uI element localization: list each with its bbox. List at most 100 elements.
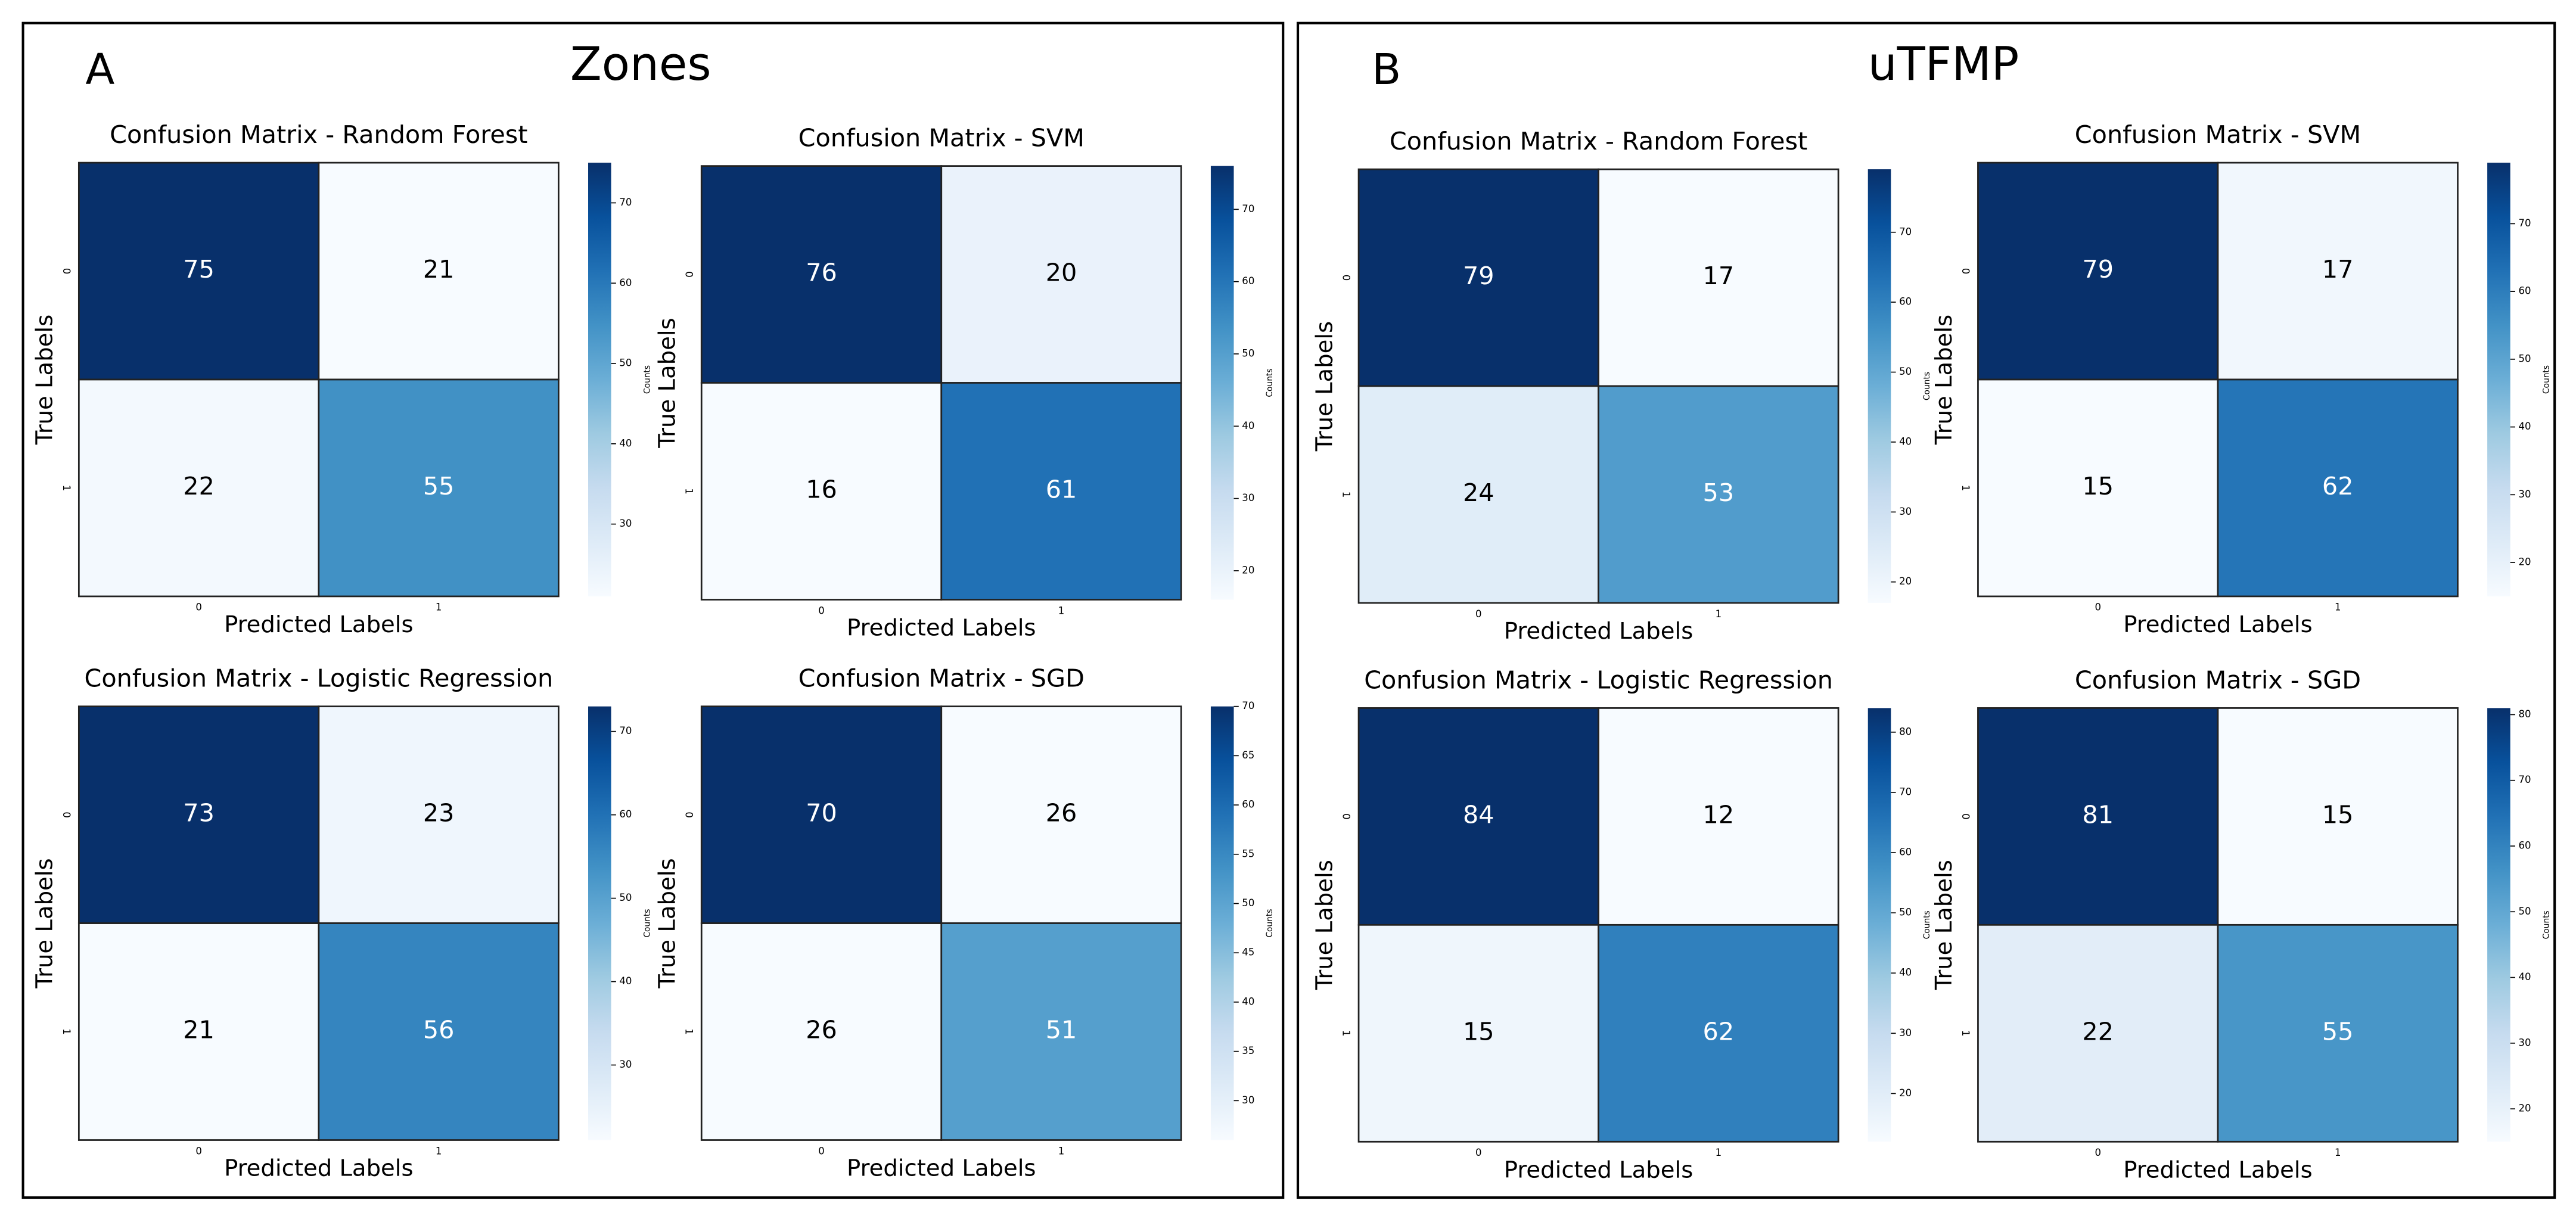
cell-label: 22	[183, 472, 215, 500]
colorbar-tick-label: 60	[1242, 799, 1254, 810]
cell	[700, 382, 943, 601]
cell-label: 55	[2322, 1017, 2354, 1046]
y-axis-label: True Labels	[1931, 860, 1957, 990]
cell	[1598, 168, 1839, 387]
cell	[2217, 378, 2459, 598]
y-tick-label: 1	[1960, 1030, 1971, 1037]
cell-label: 61	[1046, 475, 1077, 503]
cell	[940, 165, 1182, 384]
chart-title: Confusion Matrix - SVM	[2075, 120, 2361, 149]
cell-label: 51	[1046, 1016, 1077, 1044]
panel-frame	[1296, 21, 2556, 1199]
x-tick-label: 1	[436, 1145, 442, 1156]
x-tick-label: 0	[818, 605, 825, 616]
cell-label: 15	[1463, 1017, 1494, 1046]
cell	[2217, 923, 2459, 1143]
cell-label: 81	[2082, 800, 2114, 829]
cell	[1357, 923, 1599, 1143]
x-tick-label: 1	[1716, 608, 1722, 620]
chart-title: Confusion Matrix - Logistic Regression	[1364, 666, 1833, 694]
cell-label: 73	[183, 799, 215, 828]
colorbar-tick-label: 60	[619, 277, 632, 288]
panel-letter: A	[85, 44, 114, 94]
x-tick-label: 1	[1058, 605, 1065, 616]
colorbar-label: Counts	[2541, 365, 2551, 394]
cell	[318, 922, 560, 1141]
panel-title: Zones	[570, 38, 711, 91]
chart-title: Confusion Matrix - Random Forest	[1390, 127, 1807, 156]
colorbar	[2487, 163, 2510, 596]
colorbar-tick-label: 60	[2519, 285, 2531, 297]
chart-title: Confusion Matrix - SGD	[798, 664, 1085, 693]
cell-label: 22	[2082, 1017, 2114, 1046]
x-tick-label: 0	[818, 1145, 825, 1156]
x-tick-label: 0	[1475, 1147, 1482, 1158]
cell	[2217, 707, 2459, 926]
cell-label: 21	[423, 255, 455, 284]
cell	[1598, 923, 1839, 1143]
y-axis-label: True Labels	[1311, 321, 1338, 452]
colorbar-tick-label: 50	[1899, 907, 1912, 918]
colorbar-label: Counts	[1265, 909, 1275, 938]
cell	[1598, 385, 1839, 604]
colorbar	[588, 163, 611, 596]
colorbar-label: Counts	[2541, 910, 2551, 939]
colorbar	[1867, 708, 1891, 1142]
colorbar-label: Counts	[1922, 910, 1932, 939]
cell	[77, 922, 320, 1141]
y-tick-label: 1	[61, 1028, 72, 1035]
y-tick-label: 1	[1340, 1030, 1351, 1037]
x-axis-label: Predicted Labels	[1504, 1156, 1693, 1183]
cell-label: 12	[1703, 800, 1735, 829]
colorbar-tick-label: 70	[2519, 774, 2531, 785]
colorbar-tick-label: 40	[619, 437, 632, 449]
cell-label: 70	[806, 799, 837, 828]
colorbar-tick-label: 50	[2519, 906, 2531, 917]
chart-title: Confusion Matrix - SGD	[2075, 666, 2361, 694]
x-tick-label: 0	[2095, 602, 2101, 613]
y-tick-label: 1	[1960, 485, 1971, 492]
colorbar-tick-label: 20	[2519, 1103, 2531, 1114]
x-tick-label: 0	[195, 1145, 202, 1156]
cell-label: 62	[1703, 1017, 1735, 1046]
colorbar-tick-label: 70	[619, 725, 632, 736]
colorbar-tick-label: 30	[2519, 1037, 2531, 1048]
colorbar-tick-label: 50	[619, 357, 632, 369]
y-axis-label: True Labels	[654, 318, 681, 448]
cell-label: 55	[423, 472, 455, 500]
colorbar	[1867, 169, 1891, 603]
colorbar-tick-label: 50	[2519, 353, 2531, 364]
cell-label: 17	[2322, 255, 2354, 284]
colorbar	[1210, 706, 1234, 1140]
cell	[2217, 161, 2459, 381]
colorbar-tick-label: 40	[1242, 420, 1254, 431]
y-tick-label: 1	[61, 485, 72, 492]
colorbar-tick-label: 80	[1899, 726, 1912, 737]
colorbar-tick-label: 35	[1242, 1045, 1254, 1056]
colorbar-tick-label: 30	[1242, 492, 1254, 503]
y-tick-label: 0	[61, 811, 72, 818]
cell-label: 26	[806, 1016, 837, 1044]
y-tick-label: 0	[1960, 268, 1971, 275]
colorbar-tick-label: 20	[1899, 576, 1912, 587]
x-axis-label: Predicted Labels	[847, 615, 1036, 642]
colorbar-tick-label: 50	[1899, 366, 1912, 377]
cell	[940, 705, 1182, 924]
cell-label: 15	[2322, 800, 2354, 829]
cell-label: 17	[1703, 262, 1735, 290]
colorbar-tick-label: 40	[1899, 967, 1912, 978]
colorbar-tick-label: 80	[2519, 708, 2531, 720]
colorbar-tick-label: 30	[619, 1059, 632, 1070]
colorbar-tick-label: 55	[1242, 848, 1254, 859]
x-axis-label: Predicted Labels	[224, 611, 414, 638]
x-tick-label: 1	[2335, 602, 2341, 613]
colorbar-tick-label: 50	[619, 892, 632, 903]
colorbar-tick-label: 20	[1242, 564, 1254, 576]
colorbar-label: Counts	[1265, 369, 1275, 397]
colorbar-tick-label: 20	[2519, 556, 2531, 568]
y-axis-label: True Labels	[654, 858, 681, 988]
colorbar-tick-label: 65	[1242, 750, 1254, 761]
panel-title: uTFMP	[1868, 38, 2019, 91]
colorbar-tick-label: 30	[1899, 506, 1912, 517]
